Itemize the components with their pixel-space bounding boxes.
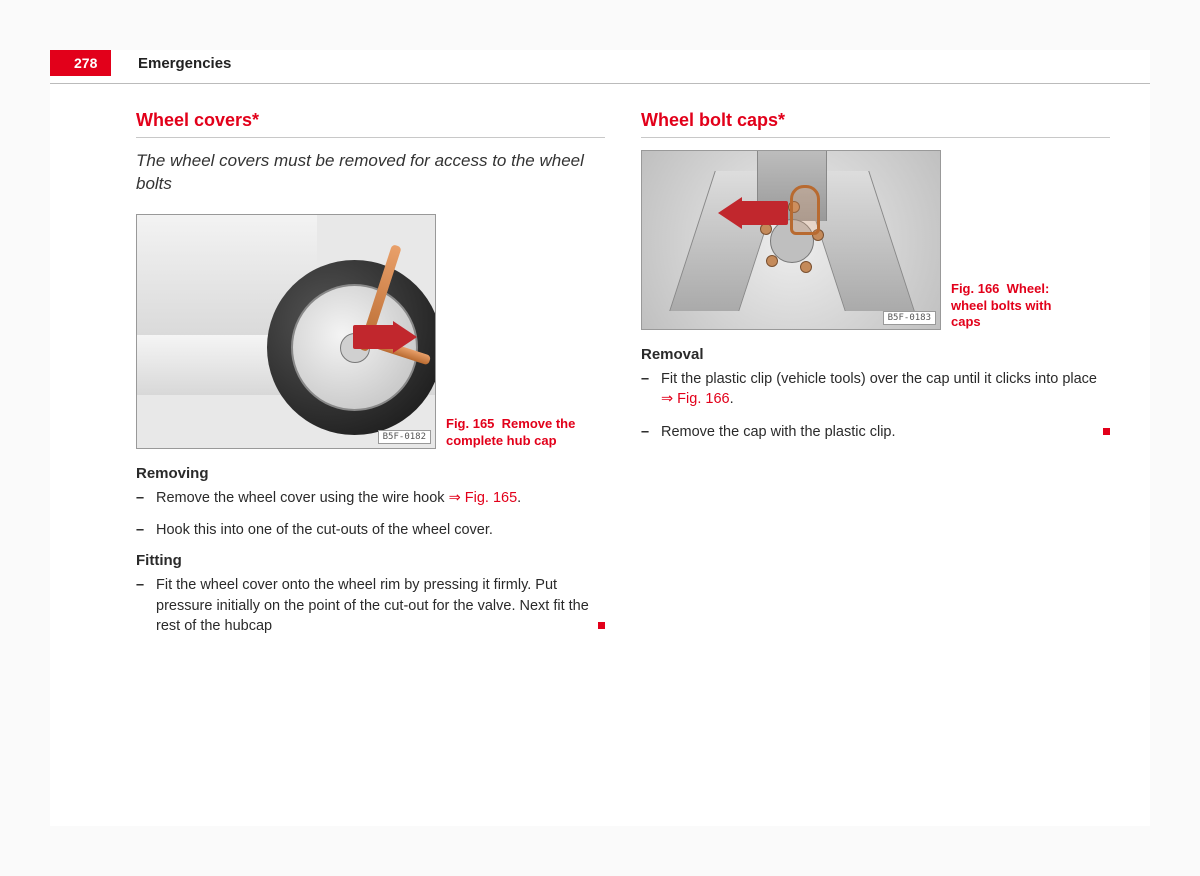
removing-steps: Remove the wheel cover using the wire ho… xyxy=(136,488,605,541)
content-columns: Wheel covers* The wheel covers must be r… xyxy=(136,110,1110,806)
step-text: Hook this into one of the cut-outs of th… xyxy=(156,522,493,538)
step-text: Remove the wheel cover using the wire ho… xyxy=(156,490,449,506)
list-item: Hook this into one of the cut-outs of th… xyxy=(136,520,605,540)
fitting-steps: Fit the wheel cover onto the wheel rim b… xyxy=(136,575,605,636)
figure-ref: Fig. 166 xyxy=(951,281,999,296)
page-number: 278 xyxy=(50,50,111,76)
page-header: 278 Emergencies xyxy=(50,50,1150,84)
section-heading-bolt-caps: Wheel bolt caps* xyxy=(641,110,1110,138)
figure-166: B5F-0183 xyxy=(641,150,941,330)
step-text: Fit the wheel cover onto the wheel rim b… xyxy=(156,577,589,634)
figure-cross-ref: ⇒ Fig. 166 xyxy=(661,391,730,407)
list-item: Fit the plastic clip (vehicle tools) ove… xyxy=(641,369,1110,410)
removal-steps: Fit the plastic clip (vehicle tools) ove… xyxy=(641,369,1110,442)
section-lead: The wheel covers must be removed for acc… xyxy=(136,150,605,196)
section-end-marker xyxy=(598,622,605,629)
manual-page: 278 Emergencies Wheel covers* The wheel … xyxy=(50,50,1150,826)
figure-165-caption: Fig. 165 Remove the complete hub cap xyxy=(446,416,576,449)
step-text-post: . xyxy=(730,391,734,407)
removal-title: Removal xyxy=(641,346,1110,363)
left-column: Wheel covers* The wheel covers must be r… xyxy=(136,110,605,806)
removing-title: Removing xyxy=(136,465,605,482)
figure-166-wrap: B5F-0183 Fig. 166 Wheel: wheel bolts wit… xyxy=(641,150,1110,330)
section-heading-wheel-covers: Wheel covers* xyxy=(136,110,605,138)
fitting-title: Fitting xyxy=(136,552,605,569)
figure-166-label: B5F-0183 xyxy=(883,311,936,325)
list-item: Fit the wheel cover onto the wheel rim b… xyxy=(136,575,605,636)
figure-ref: Fig. 165 xyxy=(446,416,494,431)
step-text: Remove the cap with the plastic clip. xyxy=(661,424,896,440)
right-column: Wheel bolt caps* xyxy=(641,110,1110,806)
step-text: Fit the plastic clip (vehicle tools) ove… xyxy=(661,371,1097,387)
chapter-title: Emergencies xyxy=(138,55,231,72)
figure-165-wrap: B5F-0182 Fig. 165 Remove the complete hu… xyxy=(136,214,605,449)
list-item: Remove the wheel cover using the wire ho… xyxy=(136,488,605,508)
section-end-marker xyxy=(1103,428,1110,435)
figure-165-label: B5F-0182 xyxy=(378,430,431,444)
figure-166-caption: Fig. 166 Wheel: wheel bolts with caps xyxy=(951,281,1081,330)
figure-cross-ref: ⇒ Fig. 165 xyxy=(449,490,518,506)
list-item: Remove the cap with the plastic clip. xyxy=(641,422,1110,442)
figure-165: B5F-0182 xyxy=(136,214,436,449)
step-text-post: . xyxy=(517,490,521,506)
